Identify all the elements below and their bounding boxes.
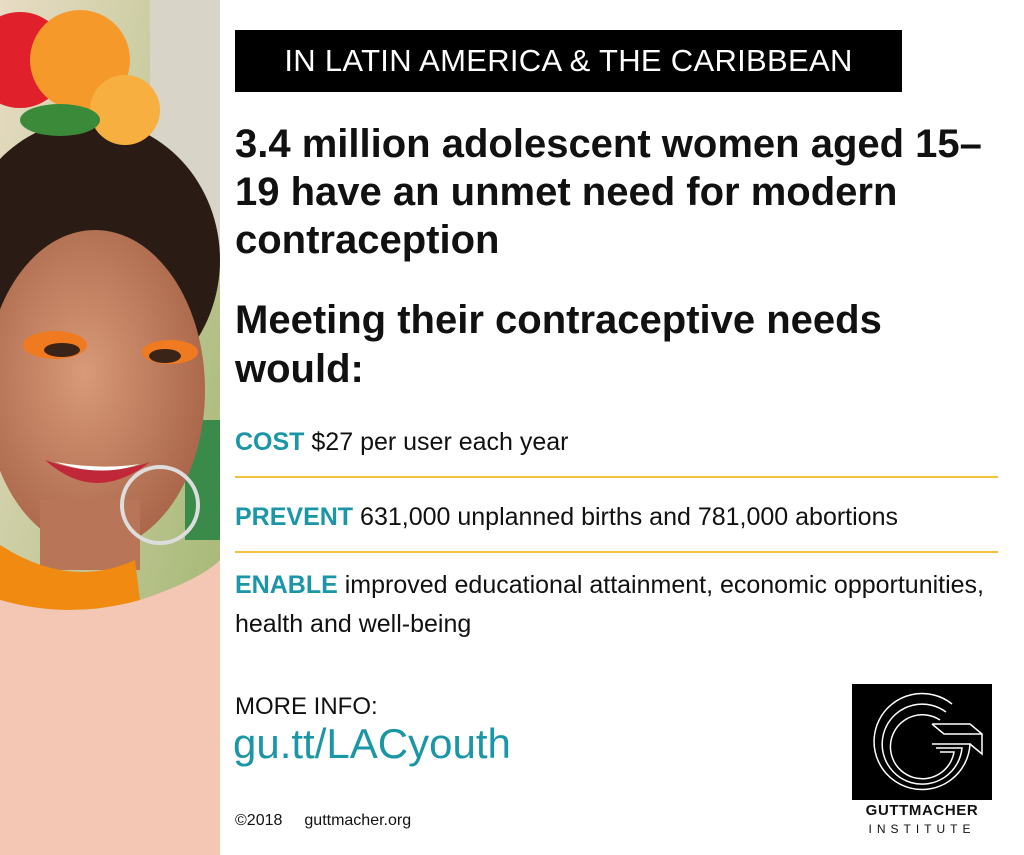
item: COST $27 per user each year: [235, 423, 1005, 462]
divider: [235, 476, 998, 478]
item-text: $27 per user each year: [311, 428, 569, 456]
item-keyword: PREVENT: [235, 503, 354, 531]
banner: IN LATIN AMERICA & THE CARIBBEAN: [235, 30, 902, 92]
subheadline: Meeting their contraceptive needs would:: [235, 298, 882, 391]
logo-mark: [852, 684, 992, 800]
website: guttmacher.org: [304, 812, 412, 829]
divider: [235, 551, 998, 553]
item-text: improved educational attainment, economi…: [235, 571, 985, 638]
photo: [0, 0, 220, 855]
logo-subtitle: INSTITUTE: [868, 822, 976, 836]
item-text: 631,000 unplanned births and 781,000 abo…: [360, 503, 898, 531]
logo-name: GUTTMACHER: [865, 802, 979, 819]
item: PREVENT 631,000 unplanned births and 781…: [235, 498, 1005, 537]
more-info-label: MORE INFO:: [235, 693, 378, 720]
item-keyword: ENABLE: [235, 571, 338, 599]
item: ENABLE improved educational attainment, …: [235, 566, 1005, 644]
more-info-link[interactable]: gu.tt/LACyouth: [233, 720, 511, 767]
copyright: ©2018: [235, 812, 283, 829]
headline: 3.4 million adolescent women aged 15–19 …: [235, 122, 982, 262]
item-keyword: COST: [235, 428, 305, 456]
footer: ©2018 guttmacher.org: [235, 812, 411, 830]
